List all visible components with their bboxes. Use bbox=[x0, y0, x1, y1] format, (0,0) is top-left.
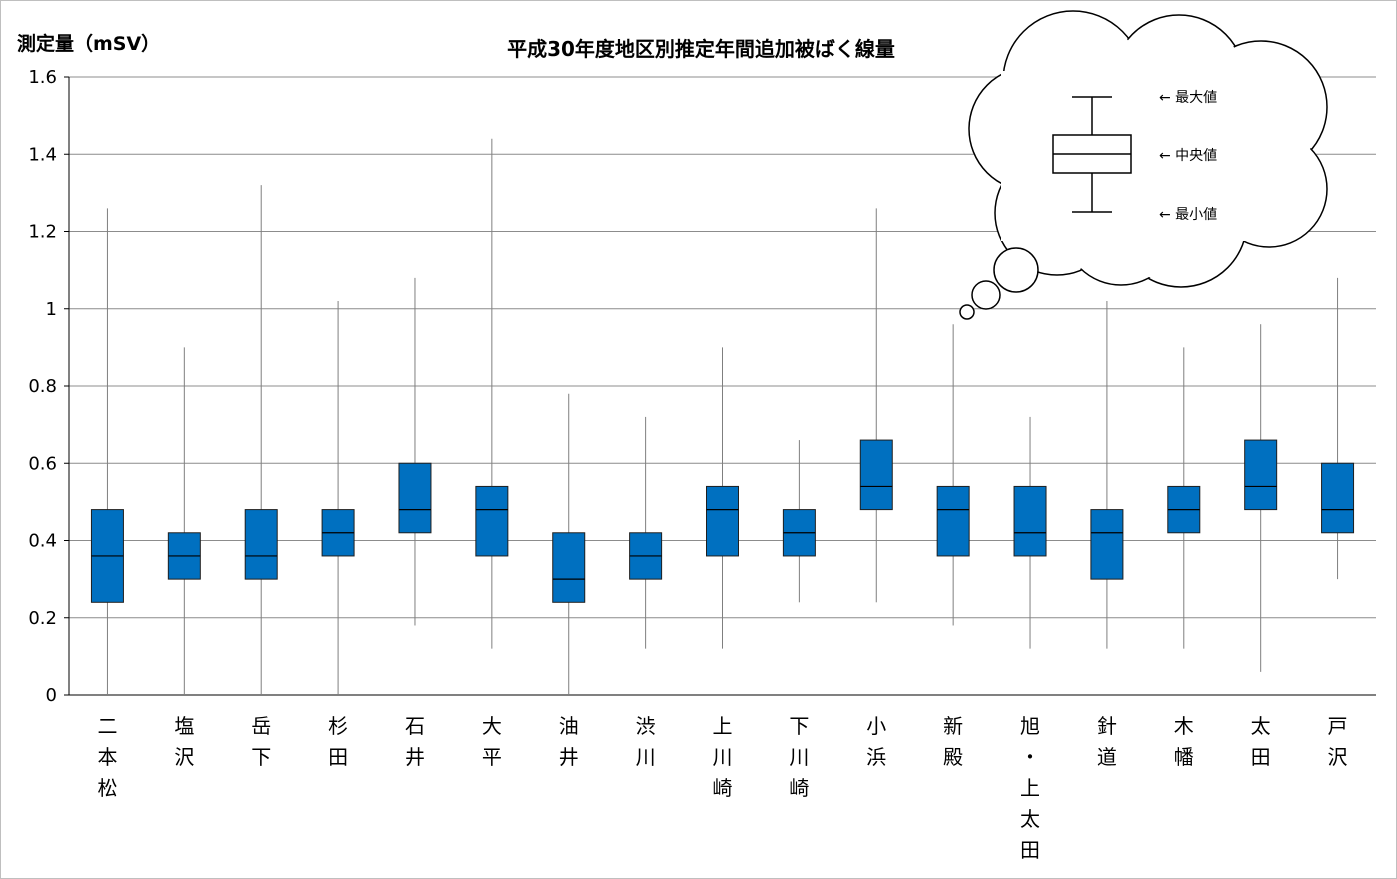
y-tick-label: 0.8 bbox=[28, 376, 57, 397]
x-tick-label: 殿 bbox=[943, 745, 963, 769]
y-tick-label: 1.4 bbox=[28, 144, 57, 165]
x-tick-label: 田 bbox=[1251, 745, 1271, 769]
box-iqr bbox=[1013, 485, 1047, 557]
y-tick-label: 1 bbox=[46, 299, 57, 320]
box-iqr bbox=[706, 485, 739, 557]
x-tick-label: 川 bbox=[636, 745, 656, 769]
box-3 bbox=[321, 301, 355, 695]
x-tick-label: 太 bbox=[1251, 714, 1271, 738]
x-tick-label: 上 bbox=[1020, 776, 1040, 800]
x-tick-label: 木 bbox=[1174, 714, 1194, 738]
box-10 bbox=[859, 208, 893, 603]
legend-min-label: ← 最小値 bbox=[1159, 207, 1217, 223]
x-tick-label: 松 bbox=[97, 776, 117, 800]
box-iqr bbox=[859, 439, 893, 511]
x-tick-label: 井 bbox=[559, 745, 579, 769]
bubble-large bbox=[993, 247, 1039, 293]
box-11 bbox=[936, 324, 970, 626]
box-iqr bbox=[244, 509, 278, 580]
x-tick-label: 渋 bbox=[636, 714, 656, 738]
legend-callout: ← 最大値 ← 中央値 ← 最小値 bbox=[959, 10, 1328, 320]
legend-median-label: ← 中央値 bbox=[1159, 148, 1217, 164]
box-4 bbox=[398, 277, 432, 626]
chart-title: 平成30年度地区別推定年間追加被ばく線量 bbox=[507, 37, 895, 61]
x-tick-label: 二 bbox=[97, 714, 117, 738]
box-16 bbox=[1321, 277, 1355, 580]
y-tick-label: 0 bbox=[46, 685, 57, 706]
x-tick-label: 油 bbox=[559, 714, 579, 738]
y-tick-label: 0.2 bbox=[28, 608, 57, 629]
bubble-small bbox=[959, 304, 975, 320]
box-iqr bbox=[552, 532, 586, 603]
x-tick-label: 沢 bbox=[174, 745, 194, 769]
box-9 bbox=[782, 440, 816, 603]
x-tick-label: 上 bbox=[713, 714, 733, 738]
bubble-medium bbox=[971, 280, 1001, 310]
box-5 bbox=[475, 138, 509, 649]
y-axis-label: 測定量（mSV） bbox=[17, 33, 161, 55]
box-7 bbox=[629, 416, 663, 649]
x-tick-label: ・ bbox=[1020, 745, 1040, 769]
box-iqr bbox=[398, 462, 432, 534]
box-iqr bbox=[1090, 509, 1124, 580]
y-tick-label: 1.6 bbox=[28, 67, 57, 88]
x-tick-label: 沢 bbox=[1328, 745, 1348, 769]
box-13 bbox=[1090, 301, 1124, 649]
box-6 bbox=[552, 393, 586, 695]
x-tick-label: 川 bbox=[789, 745, 809, 769]
box-15 bbox=[1244, 324, 1278, 672]
box-series bbox=[90, 138, 1355, 695]
x-tick-label: 道 bbox=[1097, 745, 1117, 769]
y-tick-label: 0.4 bbox=[28, 531, 57, 552]
x-tick-label: 井 bbox=[405, 745, 425, 769]
box-12 bbox=[1013, 416, 1047, 649]
legend-max-label: ← 最大値 bbox=[1159, 90, 1217, 106]
box-iqr bbox=[1244, 439, 1278, 511]
x-tick-label: 小 bbox=[866, 714, 886, 738]
box-iqr bbox=[936, 485, 970, 557]
box-14 bbox=[1167, 347, 1201, 649]
x-tick-label: 田 bbox=[1020, 838, 1040, 862]
x-tick-label: 大 bbox=[482, 714, 502, 738]
x-tick-label: 岳 bbox=[251, 714, 271, 738]
x-tick-label: 崎 bbox=[713, 776, 733, 800]
x-tick-label: 田 bbox=[328, 745, 348, 769]
x-tick-label: 石 bbox=[405, 714, 425, 738]
box-iqr bbox=[475, 485, 509, 557]
box-8 bbox=[706, 347, 739, 649]
x-tick-label: 浜 bbox=[866, 745, 886, 769]
x-tick-label: 下 bbox=[251, 745, 271, 769]
x-tick-label: 川 bbox=[713, 745, 733, 769]
box-1 bbox=[167, 347, 201, 695]
x-tick-label: 本 bbox=[97, 745, 117, 769]
x-tick-label: 新 bbox=[943, 714, 963, 738]
x-tick-label: 平 bbox=[482, 745, 502, 769]
axes: 0 0.2 0.4 0.6 0.8 1 1.2 1.4 1.6 bbox=[28, 67, 1376, 706]
box-2 bbox=[244, 185, 278, 695]
x-tick-label: 戸 bbox=[1328, 714, 1348, 738]
x-tick-label: 杉 bbox=[328, 714, 348, 738]
box-iqr bbox=[1321, 462, 1355, 534]
x-tick-label: 旭 bbox=[1020, 714, 1040, 738]
x-tick-label: 太 bbox=[1020, 807, 1040, 831]
x-tick-label: 針 bbox=[1097, 714, 1117, 738]
x-tick-label: 塩 bbox=[174, 714, 194, 738]
y-tick-label: 0.6 bbox=[28, 453, 57, 474]
x-tick-label: 下 bbox=[789, 714, 809, 738]
cloud-fill bbox=[970, 12, 1326, 286]
box-0 bbox=[90, 208, 124, 695]
x-tick-label: 崎 bbox=[789, 776, 809, 800]
x-tick-label: 幡 bbox=[1174, 745, 1194, 769]
y-tick-label: 1.2 bbox=[28, 222, 57, 243]
